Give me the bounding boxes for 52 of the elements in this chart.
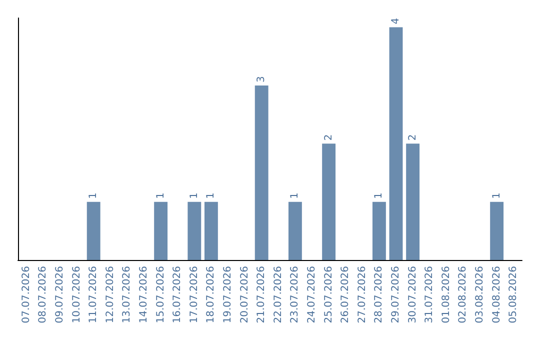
bar: [406, 144, 420, 260]
x-tick-label: 25.07.2026: [323, 266, 334, 324]
x-tick-label: 10.07.2026: [71, 266, 82, 324]
bar: [372, 202, 386, 260]
bar: [154, 202, 168, 260]
x-tick-label: 26.07.2026: [340, 266, 352, 324]
x-tick-label: 23.07.2026: [290, 266, 301, 324]
x-tick-label: 20.07.2026: [239, 266, 250, 324]
data-label: 1: [290, 192, 301, 199]
bar: [188, 202, 202, 260]
data-label: 2: [323, 134, 334, 141]
x-tick-label: 30.07.2026: [407, 266, 418, 324]
x-tick-label: 13.07.2026: [122, 266, 133, 324]
bar: [204, 202, 218, 260]
data-label: 4: [390, 18, 402, 24]
x-tick-label: 22.07.2026: [272, 266, 284, 324]
x-tick-label: 07.07.2026: [20, 266, 32, 324]
x-tick-label: 17.07.2026: [188, 266, 200, 324]
bar: [254, 85, 268, 260]
x-tick-label: 03.08.2026: [474, 266, 486, 324]
x-tick-label: 04.08.2026: [491, 266, 502, 324]
x-tick-label: 16.07.2026: [172, 266, 184, 324]
bar: [389, 27, 403, 260]
x-tick-label: 09.07.2026: [54, 266, 66, 324]
x-tick-label: 28.07.2026: [374, 266, 385, 324]
data-label: 1: [374, 192, 385, 199]
bar: [288, 202, 302, 260]
bar: [490, 202, 504, 260]
x-tick-label: 24.07.2026: [306, 266, 318, 324]
data-label: 1: [206, 192, 217, 199]
x-tick-label: 29.07.2026: [390, 266, 402, 324]
x-tick-label: 15.07.2026: [155, 266, 166, 324]
data-label: 1: [155, 192, 166, 199]
x-tick-label: 31.07.2026: [424, 266, 436, 324]
x-tick-label: 01.08.2026: [440, 266, 452, 324]
x-tick-label: 21.07.2026: [256, 266, 268, 324]
x-tick-label: 14.07.2026: [138, 266, 150, 324]
data-label: 1: [188, 192, 200, 199]
bar: [86, 202, 100, 260]
x-tick-label: 08.07.2026: [38, 266, 49, 324]
data-label: 1: [88, 192, 100, 199]
x-tick-label: 27.07.2026: [356, 266, 368, 324]
bar: [322, 144, 336, 260]
data-label: 1: [491, 192, 502, 199]
x-tick-label: 11.07.2026: [88, 266, 100, 324]
data-label: 3: [256, 76, 268, 82]
x-tick-label: 12.07.2026: [104, 266, 116, 324]
data-label: 2: [407, 134, 418, 141]
x-tick-label: 05.08.2026: [508, 266, 520, 324]
x-tick-label: 18.07.2026: [206, 266, 217, 324]
x-tick-label: 02.08.2026: [458, 266, 469, 324]
x-tick-label: 19.07.2026: [222, 266, 234, 324]
